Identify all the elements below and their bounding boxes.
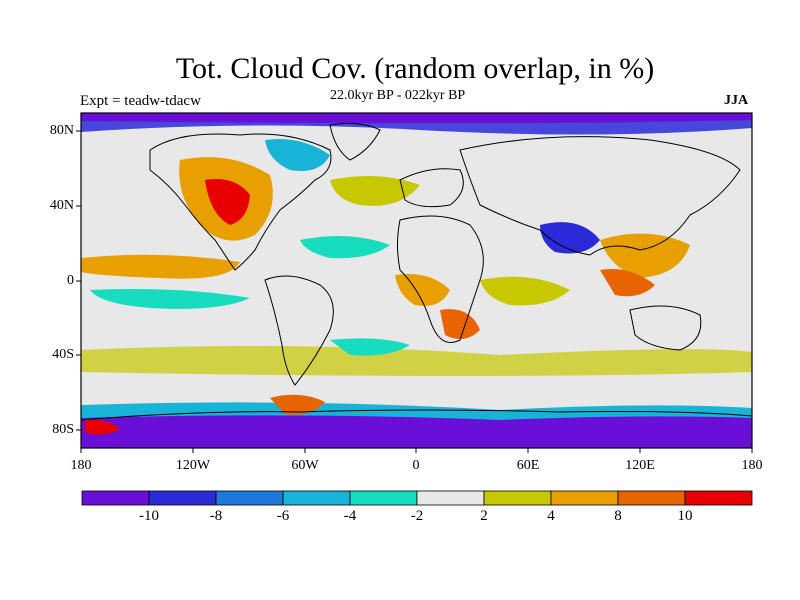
season-label: JJA [724, 93, 749, 108]
colorbar-tick-label: 8 [614, 508, 622, 524]
axis-ticks [76, 130, 753, 453]
lon-label: 180 [70, 458, 92, 473]
south-band [81, 346, 752, 376]
africa-south [440, 309, 480, 339]
colorbar-box [416, 490, 485, 506]
colorbar-tick-label: -8 [209, 508, 223, 524]
coast-europe [399, 168, 464, 208]
map-title: Tot. Cloud Cov. (random overlap, in %) [175, 52, 655, 85]
colorbar-box [617, 490, 686, 506]
colorbar-box [483, 490, 552, 506]
coast-north-america [149, 133, 332, 271]
experiment-label: Expt = teadw-tdacw [80, 93, 201, 109]
asia-warm [600, 233, 690, 278]
wpac-warm [600, 269, 655, 297]
lat-label: 80S [52, 422, 74, 437]
coast-asia [459, 136, 741, 256]
arctic-anomaly-2 [81, 113, 752, 124]
na-warm-core [205, 179, 250, 225]
colorbar-box [684, 490, 753, 506]
pacific-warm [81, 254, 240, 279]
lon-label: 0 [412, 458, 420, 473]
colorbar-box [349, 490, 418, 506]
colorbar-box [282, 490, 351, 506]
colorbar-tick-label: 10 [677, 508, 693, 524]
lon-label: 60W [291, 458, 319, 473]
colorbar-box [215, 490, 284, 506]
atlantic-cool [300, 236, 390, 259]
colorbar-tick-label: 2 [480, 508, 488, 524]
coast-greenland [329, 122, 381, 161]
antarctic-band-2 [81, 415, 752, 448]
south-cool [330, 338, 410, 356]
lat-label: 0 [67, 273, 74, 288]
antarctic-warm [270, 394, 325, 415]
colorbar-box [81, 490, 150, 506]
period-label: 22.0kyr BP - 022kyr BP [330, 88, 466, 103]
colorbar-box [550, 490, 619, 506]
indian-ocean [480, 276, 570, 306]
antarctic-warm-2 [85, 419, 120, 435]
coast-australia [629, 305, 702, 351]
na-cool-anomaly [265, 139, 330, 171]
colorbar-tick-label: -10 [139, 508, 159, 524]
colorbar-tick-label: -2 [410, 508, 424, 524]
map-field [81, 113, 752, 448]
coastlines [81, 122, 752, 421]
africa-warm [395, 274, 450, 306]
lon-label: 120E [625, 458, 655, 473]
lat-label: 80N [49, 123, 74, 138]
colorbar-tick-label: -6 [276, 508, 290, 524]
lon-label: 60E [516, 458, 540, 473]
colorbar-box [148, 490, 217, 506]
asia-cool [540, 222, 600, 254]
coast-south-america [264, 275, 334, 386]
colorbar-tick-label: 4 [547, 508, 555, 524]
atlantic-anomaly [330, 176, 420, 206]
coast-antarctica [81, 409, 752, 421]
colorbar-tick-label: -4 [343, 508, 357, 524]
coast-africa [397, 215, 484, 343]
pacific-cool [90, 289, 250, 309]
lat-label: 40S [52, 347, 74, 362]
lat-label: 40N [49, 198, 74, 213]
lon-label: 120W [175, 458, 211, 473]
lon-label: 180 [741, 458, 763, 473]
